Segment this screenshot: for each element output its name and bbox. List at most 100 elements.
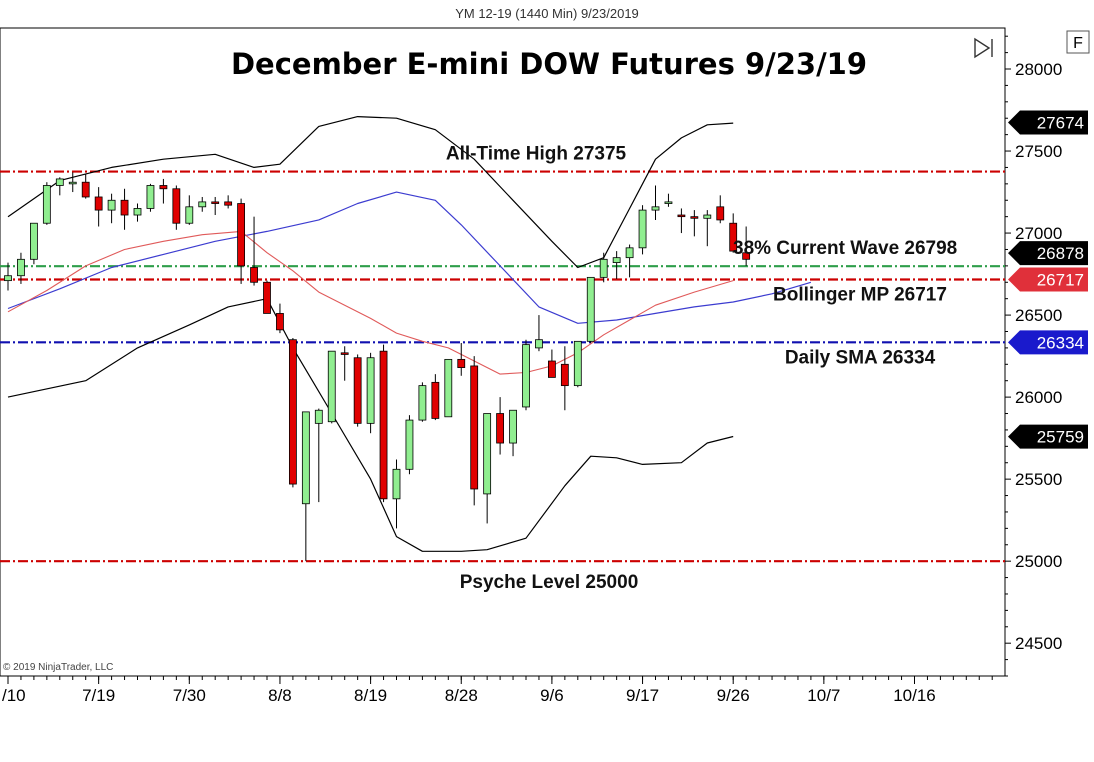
x-tick-label: 8/8 bbox=[268, 686, 292, 705]
candle bbox=[573, 340, 582, 388]
candle bbox=[444, 358, 453, 418]
candle bbox=[418, 382, 427, 422]
candle-body-down bbox=[560, 363, 569, 387]
level-label: Bollinger MP 26717 bbox=[773, 284, 947, 305]
candle-body-up bbox=[573, 340, 582, 387]
price-badge-shape bbox=[1008, 330, 1088, 355]
candle bbox=[327, 350, 336, 424]
candle bbox=[94, 187, 103, 227]
x-tick-label: 10/7 bbox=[807, 686, 840, 705]
candle-body-up bbox=[4, 275, 12, 282]
y-tick-label: 26000 bbox=[1015, 388, 1062, 407]
candle-body-up bbox=[55, 178, 64, 186]
x-tick-label: 8/19 bbox=[354, 686, 387, 705]
candle bbox=[612, 251, 621, 279]
candle bbox=[522, 339, 530, 411]
candle bbox=[250, 216, 258, 286]
candle-body-down bbox=[263, 281, 271, 314]
panel-f-button[interactable]: F bbox=[1066, 30, 1090, 54]
level-label: Daily SMA 26334 bbox=[785, 347, 936, 368]
candle-body-up bbox=[366, 357, 375, 424]
price-badge-label: 25759 bbox=[1037, 428, 1084, 447]
y-tick-label: 28000 bbox=[1015, 60, 1062, 79]
candle-body-down bbox=[496, 413, 505, 444]
candle-body-up bbox=[612, 257, 621, 263]
candle bbox=[55, 177, 64, 196]
candle bbox=[742, 226, 751, 266]
bollinger-upper-band bbox=[7, 116, 734, 269]
candle bbox=[599, 252, 608, 283]
candle bbox=[29, 222, 38, 265]
candle-body-up bbox=[146, 185, 155, 209]
candle-body-up bbox=[314, 409, 323, 424]
candle-body-down bbox=[288, 339, 297, 485]
candle bbox=[560, 346, 569, 411]
candle bbox=[457, 342, 466, 376]
candle bbox=[366, 352, 375, 434]
chart-title: December E-mini DOW Futures 9/23/19 bbox=[231, 47, 867, 81]
candle-body-up bbox=[392, 468, 401, 500]
candle bbox=[716, 195, 725, 224]
y-tick-label: 25000 bbox=[1015, 552, 1062, 571]
candle bbox=[496, 397, 505, 455]
x-tick-label: 9/17 bbox=[626, 686, 659, 705]
candle bbox=[224, 195, 233, 209]
play-end-icon[interactable] bbox=[974, 37, 993, 59]
candle bbox=[263, 280, 271, 314]
candle bbox=[625, 244, 634, 278]
price-badge-label: 27674 bbox=[1037, 113, 1084, 132]
indicator-lines bbox=[7, 116, 812, 552]
panel-f-label: F bbox=[1073, 35, 1083, 52]
candle bbox=[172, 185, 181, 230]
candle-body-up bbox=[327, 350, 336, 423]
candle bbox=[146, 183, 155, 212]
candle-body-down bbox=[742, 252, 751, 260]
candle-body-down bbox=[250, 267, 258, 283]
candle bbox=[651, 185, 660, 220]
copyright-notice: © 2019 NinjaTrader, LLC bbox=[3, 662, 113, 673]
candle bbox=[301, 411, 310, 562]
candle-body-up bbox=[664, 201, 673, 204]
candle-body-up bbox=[483, 413, 492, 495]
axis-ticks: 24500 25000 25500 26000 26500 27000 27500 28000… bbox=[2, 35, 1062, 705]
candle-body-up bbox=[444, 358, 453, 418]
candle-body-down bbox=[548, 360, 556, 378]
candle bbox=[159, 178, 168, 204]
candle-body-down bbox=[457, 358, 466, 368]
candle bbox=[431, 374, 440, 421]
price-badge-shape bbox=[1008, 424, 1088, 449]
y-tick-label: 27000 bbox=[1015, 224, 1062, 243]
candle-body-up bbox=[418, 385, 427, 421]
candle bbox=[379, 344, 388, 503]
candle-body-down bbox=[276, 313, 284, 331]
candle-body-up bbox=[301, 411, 310, 505]
candle-body-down bbox=[237, 203, 246, 267]
candle bbox=[211, 196, 220, 216]
candle bbox=[664, 193, 673, 207]
price-badge-label: 26334 bbox=[1037, 333, 1084, 352]
price-badge: 27674 bbox=[1008, 110, 1088, 135]
level-label: 38% Current Wave 26798 bbox=[733, 238, 957, 259]
candle bbox=[288, 338, 297, 488]
candle-body-down bbox=[224, 201, 233, 206]
price-badge: 26334 bbox=[1008, 330, 1088, 355]
x-tick-label: 8/28 bbox=[445, 686, 478, 705]
moving-average-line bbox=[7, 230, 734, 375]
candle-body-down bbox=[677, 214, 686, 218]
candle-body-down bbox=[159, 185, 168, 190]
candle-body-up bbox=[599, 258, 608, 278]
candle-body-up bbox=[198, 201, 207, 208]
price-badge-shape bbox=[1008, 267, 1088, 292]
candle bbox=[68, 172, 77, 193]
candle-body-up bbox=[535, 339, 543, 349]
candle bbox=[392, 459, 401, 529]
level-label: All-Time High 27375 bbox=[446, 144, 627, 165]
candle-body-down bbox=[211, 201, 220, 204]
level-lines bbox=[0, 170, 1005, 563]
candle-body-down bbox=[690, 216, 699, 219]
bollinger-lower-band bbox=[7, 298, 734, 552]
candle-body-up bbox=[68, 181, 77, 185]
candle bbox=[185, 195, 194, 225]
